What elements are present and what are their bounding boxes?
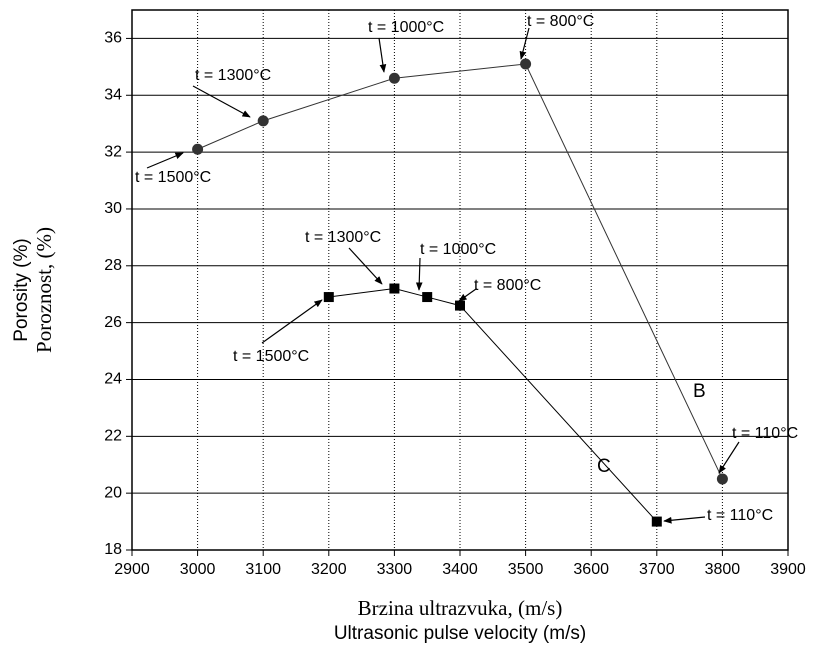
y-tick-label: 36 [104, 30, 122, 47]
series-label: B [693, 381, 706, 402]
y-axis-label: Porosity (%) [11, 238, 32, 341]
y-tick-label: 18 [104, 541, 122, 558]
point [389, 283, 400, 294]
y-tick-label: 24 [104, 371, 122, 388]
annotation-arrow [663, 516, 706, 524]
y-tick-label: 34 [104, 86, 122, 103]
annotation-arrow [348, 247, 383, 285]
y-tick-label: 32 [104, 143, 122, 160]
annotation: t = 1000°C [368, 19, 444, 36]
x-tick-label: 3600 [573, 561, 609, 578]
annotation-arrow [718, 441, 740, 474]
point [651, 516, 662, 527]
annotation: t = 800°C [474, 277, 541, 294]
point [716, 473, 728, 485]
y-tick-label: 28 [104, 257, 122, 274]
annotation: t = 800°C [527, 13, 594, 30]
y-axis-label: Poroznost, (%) [32, 227, 56, 353]
y-tick-label: 26 [104, 314, 122, 331]
point [422, 292, 433, 303]
point [388, 72, 400, 84]
annotation-arrow [261, 299, 323, 344]
x-tick-label: 3200 [311, 561, 347, 578]
x-tick-label: 3400 [442, 561, 478, 578]
annotation-arrow [519, 27, 530, 60]
x-tick-label: 3900 [770, 561, 806, 578]
x-axis-label: Brzina ultrazvuka, (m/s) [358, 596, 563, 620]
series-label: C [597, 456, 611, 477]
plot-frame [131, 9, 789, 551]
annotation-arrow [146, 152, 184, 169]
x-tick-label: 3500 [508, 561, 544, 578]
x-tick-label: 3700 [639, 561, 675, 578]
y-tick-label: 20 [104, 484, 122, 501]
y-tick-label: 30 [104, 200, 122, 217]
annotation: t = 1000°C [420, 241, 496, 258]
annotation: t = 1300°C [305, 229, 381, 246]
x-axis-label: Ultrasonic pulse velocity (m/s) [334, 623, 586, 644]
annotation: t = 110°C [707, 507, 773, 524]
point [192, 143, 204, 155]
annotation: t = 110°C [732, 425, 798, 442]
y-tick-label: 22 [104, 428, 122, 445]
annotation: t = 1500°C [135, 169, 211, 186]
annotation-arrow [458, 288, 477, 302]
x-tick-label: 2900 [114, 561, 150, 578]
annotation-arrow [192, 85, 251, 118]
x-tick-label: 3800 [705, 561, 741, 578]
point [323, 292, 334, 303]
annotation-arrow [415, 257, 423, 291]
x-tick-label: 3100 [245, 561, 281, 578]
x-tick-label: 3300 [377, 561, 413, 578]
point [520, 58, 532, 70]
x-tick-label: 3000 [180, 561, 216, 578]
annotation-arrow [378, 37, 387, 73]
point [257, 115, 269, 127]
point [455, 300, 465, 311]
series-line [328, 288, 658, 522]
annotation: t = 1500°C [233, 348, 309, 365]
annotation: t = 1300°C [195, 67, 271, 84]
